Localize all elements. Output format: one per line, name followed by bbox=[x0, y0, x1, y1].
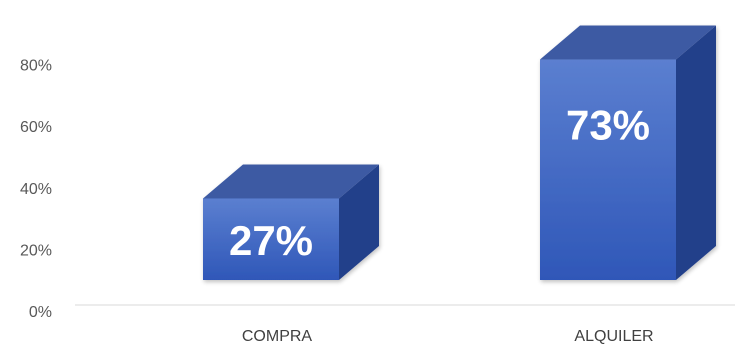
category-label: ALQUILER bbox=[574, 328, 653, 345]
y-tick-label: 40% bbox=[20, 181, 52, 198]
bar-front-face bbox=[203, 198, 339, 280]
bar-front-face bbox=[540, 59, 676, 280]
data-label: 27% bbox=[229, 217, 313, 264]
y-tick-label: 20% bbox=[20, 242, 52, 259]
bar-side-face bbox=[339, 164, 379, 280]
y-tick-label: 60% bbox=[20, 119, 52, 136]
bar-top-face bbox=[540, 25, 716, 60]
bar-compra bbox=[203, 164, 379, 280]
y-tick-label: 80% bbox=[20, 58, 52, 75]
data-label: 73% bbox=[566, 102, 650, 149]
y-tick-label: 0% bbox=[29, 304, 52, 321]
category-label: COMPRA bbox=[242, 328, 313, 345]
bar-alquiler bbox=[540, 25, 716, 280]
bar-side-face bbox=[676, 25, 716, 280]
bar-top-face bbox=[203, 164, 379, 199]
